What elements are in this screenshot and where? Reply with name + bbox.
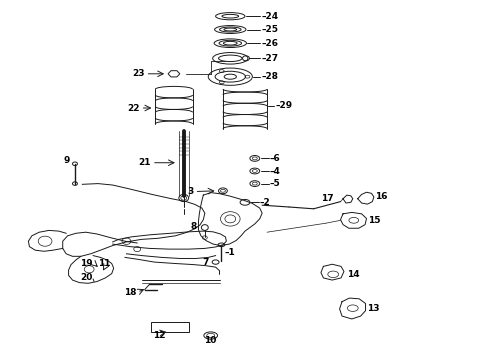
Text: 7: 7: [202, 258, 208, 267]
Text: 8: 8: [191, 222, 197, 231]
Text: 3: 3: [187, 187, 194, 196]
Text: –2: –2: [260, 198, 270, 207]
Text: –28: –28: [261, 72, 278, 81]
Text: 14: 14: [347, 270, 360, 279]
Text: –5: –5: [270, 179, 280, 188]
Text: 23: 23: [132, 69, 145, 78]
Text: 16: 16: [375, 192, 388, 202]
Text: 20: 20: [81, 274, 93, 282]
Text: 19: 19: [80, 259, 93, 268]
Text: –25: –25: [261, 25, 278, 34]
Text: –29: –29: [276, 102, 293, 111]
Text: 21: 21: [138, 158, 151, 167]
Text: –26: –26: [261, 39, 278, 48]
Text: –27: –27: [261, 54, 278, 63]
Text: –6: –6: [270, 154, 280, 163]
Text: 17: 17: [320, 194, 333, 203]
Text: 18: 18: [123, 288, 136, 297]
Text: 11: 11: [98, 259, 111, 268]
Text: –1: –1: [224, 248, 235, 257]
Text: 22: 22: [127, 104, 140, 113]
Polygon shape: [168, 71, 180, 77]
Text: 15: 15: [368, 216, 381, 225]
Text: 9: 9: [64, 156, 70, 165]
Text: 10: 10: [204, 336, 217, 345]
Text: –24: –24: [261, 12, 278, 21]
Text: 13: 13: [368, 304, 380, 312]
Text: –4: –4: [270, 166, 280, 176]
Bar: [151, 322, 189, 332]
Text: 12: 12: [153, 331, 166, 340]
